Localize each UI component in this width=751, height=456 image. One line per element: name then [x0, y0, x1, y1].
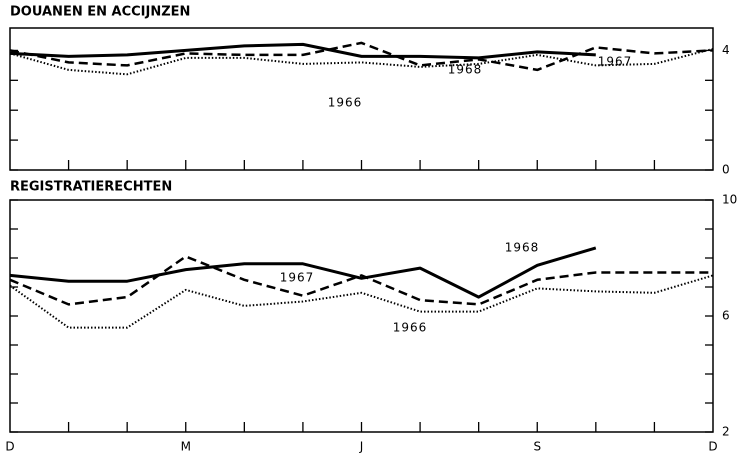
series-line [9, 246, 597, 299]
y-tick-label: 2 [722, 425, 730, 439]
x-tick-label: J [359, 440, 364, 454]
series-label: 1968 [505, 241, 540, 255]
series-line [9, 47, 714, 76]
series-line [9, 255, 713, 306]
series-line [9, 41, 714, 72]
y-tick-label: 10 [722, 193, 737, 207]
chart-title: DOUANEN EN ACCIJNZEN [10, 5, 190, 20]
series-label: 1966 [328, 96, 363, 110]
x-tick-label: D [708, 440, 717, 454]
series-label: 1968 [448, 63, 483, 77]
x-tick-label: D [5, 440, 14, 454]
series-label: 1966 [393, 321, 428, 335]
plot-frame [9, 199, 714, 433]
y-tick-label: 0 [722, 163, 730, 177]
y-tick-label: 4 [722, 43, 730, 57]
series-label: 1967 [598, 55, 633, 69]
y-tick-label: 6 [722, 309, 730, 323]
x-tick-label: S [533, 440, 541, 454]
chart-title: REGISTRATIERECHTEN [10, 180, 172, 195]
series-line [9, 274, 714, 329]
series-line [9, 42, 596, 60]
series-label: 1967 [280, 271, 315, 285]
x-tick-label: M [181, 440, 191, 454]
